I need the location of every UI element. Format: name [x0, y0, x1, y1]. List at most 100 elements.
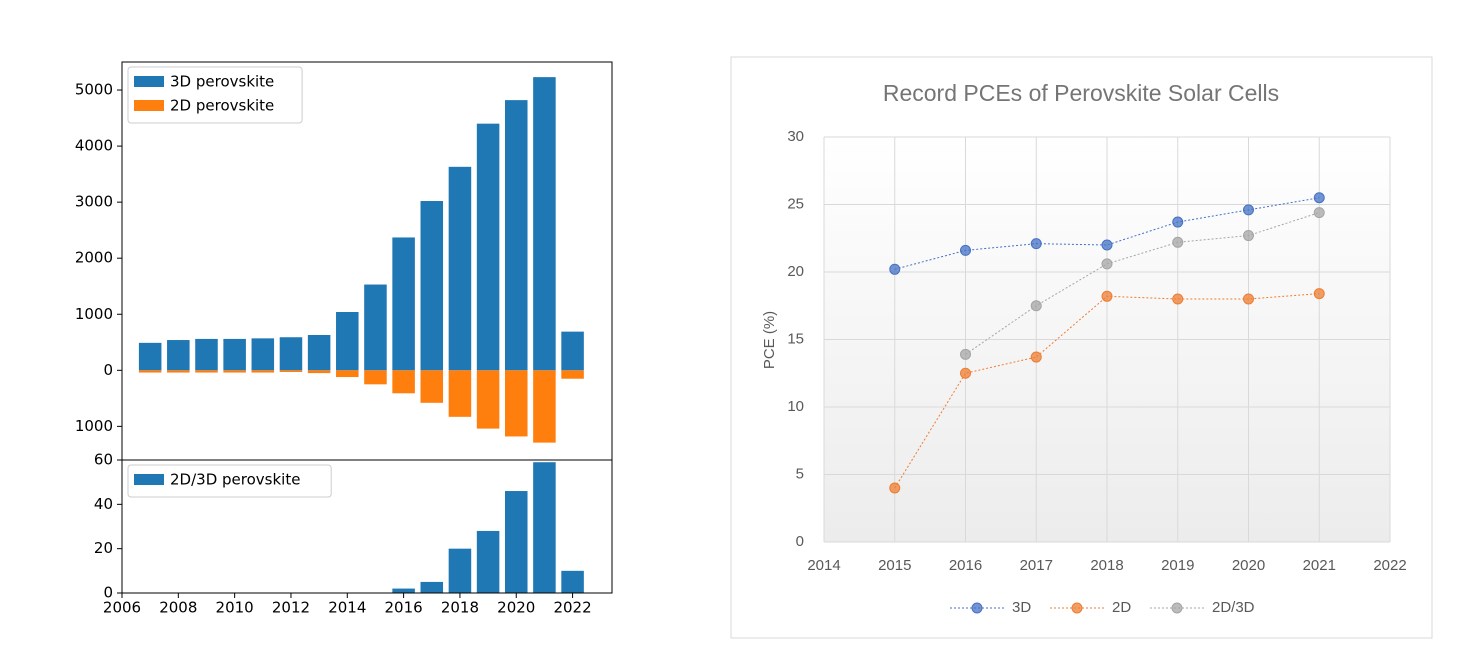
bar: [504, 491, 528, 593]
y-tick-label: 15: [787, 330, 804, 347]
x-tick-label: 2008: [159, 599, 197, 617]
point: [1172, 236, 1184, 248]
x-tick-label: 2014: [328, 599, 366, 617]
legend-label: 3D perovskite: [170, 73, 274, 91]
x-tick-label: 2015: [878, 557, 911, 574]
x-tick-label: 2006: [103, 599, 141, 617]
legend-swatch: [134, 76, 164, 87]
bar: [448, 166, 472, 371]
left-top-chart: 1000 0 1000 2000 3000 4000 5000 3D perovskite 2D…: [75, 61, 613, 461]
x-tick-label: 2020: [1232, 557, 1265, 574]
point: [1243, 204, 1254, 216]
point: [1313, 192, 1325, 204]
legend-frame: [127, 464, 332, 498]
bar: [504, 370, 528, 437]
axes-frame: [121, 459, 613, 594]
y-tick-label: 0: [796, 533, 804, 550]
y-tick-label: 25: [787, 195, 804, 212]
bar: [251, 338, 275, 371]
series-line: [965, 212, 1320, 355]
point: [1101, 258, 1113, 270]
point: [1030, 351, 1042, 363]
right-chart: Record PCEs of Perovskite Solar Cells PC…: [730, 56, 1433, 639]
x-tick-label: 2022: [1373, 557, 1406, 574]
bar: [420, 201, 444, 371]
point: [1030, 300, 1042, 312]
bar: [533, 370, 556, 443]
y-tick-label: 3000: [75, 193, 113, 211]
point: [889, 263, 901, 275]
legend-marker: [971, 602, 983, 614]
x-tick-label: 2014: [807, 557, 840, 574]
y-tick-label: 1000: [75, 305, 113, 323]
x-tick-label: 2019: [1161, 557, 1194, 574]
y-tick-label: 20: [94, 539, 113, 557]
left-bottom-chart: 0 20 40 60 2006 2008 2010 2012 2014 2016 2018 2020 2…: [94, 451, 613, 617]
x-tick-label: 2018: [441, 599, 479, 617]
bar: [448, 370, 472, 417]
point: [1030, 238, 1042, 250]
legend-frame: [127, 66, 303, 124]
x-tick-label: 2016: [385, 599, 423, 617]
legend-marker: [1071, 602, 1083, 614]
point: [889, 482, 901, 494]
bar: [223, 338, 246, 371]
legend-marker: [1171, 602, 1183, 614]
bar: [392, 370, 415, 394]
legend-label: 3D: [1012, 599, 1031, 616]
y-tick-label: 5: [796, 465, 804, 482]
y-tick-label: 30: [787, 128, 804, 145]
point: [1101, 239, 1113, 251]
bar: [392, 588, 415, 593]
bar: [561, 370, 584, 379]
legend-swatch: [134, 474, 164, 485]
bar: [476, 123, 500, 371]
x-tick-label: 2016: [949, 557, 982, 574]
y-axis-label: PCE (%): [761, 311, 778, 369]
x-tick-label: 2012: [272, 599, 310, 617]
y-tick-label: 1000: [75, 417, 113, 435]
bar: [251, 370, 275, 373]
bar: [504, 100, 528, 371]
bar: [138, 370, 162, 373]
point: [960, 367, 971, 379]
y-tick-label: 10: [787, 398, 804, 415]
point: [1172, 293, 1184, 305]
point: [1313, 288, 1325, 300]
y-tick-label: 40: [94, 495, 113, 513]
point: [1243, 293, 1254, 305]
bar: [364, 370, 387, 385]
bar: [364, 284, 387, 371]
y-tick-label: 5000: [75, 81, 113, 99]
bar: [476, 370, 500, 429]
bar: [561, 331, 584, 371]
x-tick-label: 2017: [1020, 557, 1053, 574]
point: [1101, 290, 1113, 302]
x-tick-label: 2010: [216, 599, 254, 617]
bar: [195, 370, 218, 373]
bar: [279, 370, 303, 372]
legend-label: 2D perovskite: [170, 97, 274, 115]
bar: [420, 581, 444, 593]
chart-title: Record PCEs of Perovskite Solar Cells: [883, 80, 1279, 106]
legend-label: 2D: [1112, 599, 1131, 616]
y-tick-label: 0: [103, 361, 113, 379]
point: [1313, 207, 1325, 219]
y-tick-label: 60: [94, 451, 113, 469]
legend-label: 2D/3D: [1212, 599, 1255, 616]
legend-swatch: [134, 100, 164, 111]
bar: [476, 530, 500, 593]
x-tick-label: 2022: [553, 599, 591, 617]
legend-label: 2D/3D perovskite: [170, 471, 300, 489]
bar: [195, 338, 218, 371]
bar: [336, 370, 359, 378]
point: [1243, 230, 1254, 242]
y-tick-label: 0: [103, 584, 113, 602]
x-tick-label: 2018: [1090, 557, 1123, 574]
bar: [336, 312, 359, 371]
bar: [167, 370, 190, 373]
bar: [533, 462, 556, 593]
point: [1172, 216, 1184, 228]
y-tick-label: 4000: [75, 137, 113, 155]
